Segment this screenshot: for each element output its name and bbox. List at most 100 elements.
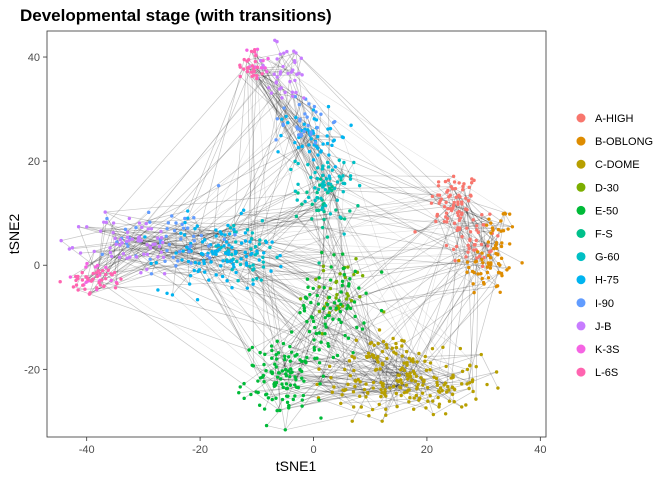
data-point [275, 375, 280, 379]
data-point [315, 356, 319, 360]
data-point [270, 240, 274, 244]
data-point [385, 356, 389, 361]
transition-edge [283, 107, 342, 179]
data-point [156, 288, 160, 292]
transition-edge [127, 231, 181, 234]
transition-edge [295, 52, 324, 271]
data-point [352, 272, 356, 277]
data-point [188, 244, 192, 249]
chart-title: Developmental stage (with transitions) [20, 6, 332, 25]
data-point [142, 252, 146, 256]
transition-edge [352, 352, 401, 381]
transition-edge [353, 352, 369, 354]
transition-edge [187, 219, 325, 229]
data-point [356, 204, 360, 208]
data-point [282, 106, 286, 110]
transition-edge [252, 364, 295, 386]
data-point [104, 220, 108, 225]
data-point [400, 354, 404, 358]
data-point [411, 407, 416, 411]
data-point [233, 233, 237, 237]
data-point [360, 274, 365, 278]
data-point [319, 340, 323, 344]
transition-edge [96, 222, 105, 277]
data-point [385, 346, 389, 350]
transition-edge [343, 211, 460, 269]
data-point [450, 187, 455, 191]
x-axis-title: tSNE1 [276, 458, 317, 474]
data-point [467, 386, 471, 391]
transition-edge [289, 287, 325, 362]
data-point [264, 369, 268, 373]
transition-edge [289, 303, 319, 347]
data-point [148, 220, 152, 224]
data-point [348, 177, 353, 181]
data-point [125, 230, 130, 234]
transition-edge [377, 356, 399, 382]
data-point [413, 230, 417, 234]
transition-edge [237, 268, 255, 282]
transition-edge [190, 256, 247, 276]
data-point [331, 139, 335, 143]
transition-edge [350, 308, 380, 331]
data-point [250, 231, 255, 235]
transition-edge [264, 316, 312, 355]
transition-edge [253, 261, 264, 266]
data-point [443, 412, 448, 416]
data-point [165, 291, 169, 295]
data-point [335, 198, 340, 202]
data-point [84, 275, 88, 279]
data-point [68, 275, 73, 279]
transition-edge [99, 281, 292, 333]
data-point [286, 394, 290, 398]
data-point [157, 244, 162, 249]
transition-edge [334, 186, 452, 189]
legend-swatch [576, 136, 586, 146]
transition-edge [97, 222, 107, 271]
data-point [76, 225, 81, 229]
data-point [224, 251, 228, 256]
transition-edge [473, 230, 494, 273]
data-point [347, 282, 351, 286]
transition-edge [381, 362, 408, 422]
data-point [288, 374, 292, 379]
transition-edge [289, 346, 405, 393]
data-point [315, 195, 319, 200]
data-point [473, 243, 477, 247]
data-point [293, 394, 297, 398]
transition-edge [278, 297, 330, 374]
legend-label: F-S [595, 229, 613, 241]
transition-edge [356, 327, 376, 371]
data-point [202, 261, 206, 266]
transition-edge [322, 162, 345, 228]
data-point [444, 200, 448, 205]
data-point [144, 221, 148, 226]
data-point [269, 269, 273, 273]
data-point [315, 145, 319, 149]
transition-edge [321, 213, 331, 253]
transition-edge [342, 389, 382, 396]
data-point [320, 250, 324, 255]
data-point [351, 390, 356, 394]
transition-edge [296, 386, 360, 397]
data-point [170, 293, 175, 297]
data-point [193, 227, 197, 231]
data-point [103, 210, 107, 214]
transition-edge [72, 241, 117, 249]
data-point [396, 373, 400, 377]
transition-edge [257, 252, 379, 363]
transition-edge [141, 227, 355, 371]
transition-edge [204, 81, 277, 241]
data-point [297, 71, 301, 75]
transition-edge [301, 109, 314, 147]
data-point [492, 246, 496, 251]
data-point [343, 275, 347, 280]
data-point [444, 211, 449, 215]
legend-swatch [576, 344, 586, 354]
transition-edge [319, 281, 337, 288]
data-point [338, 215, 342, 219]
transition-edge [286, 376, 296, 389]
transition-edge [328, 190, 474, 285]
transition-edge [89, 256, 159, 295]
data-point [494, 246, 499, 251]
